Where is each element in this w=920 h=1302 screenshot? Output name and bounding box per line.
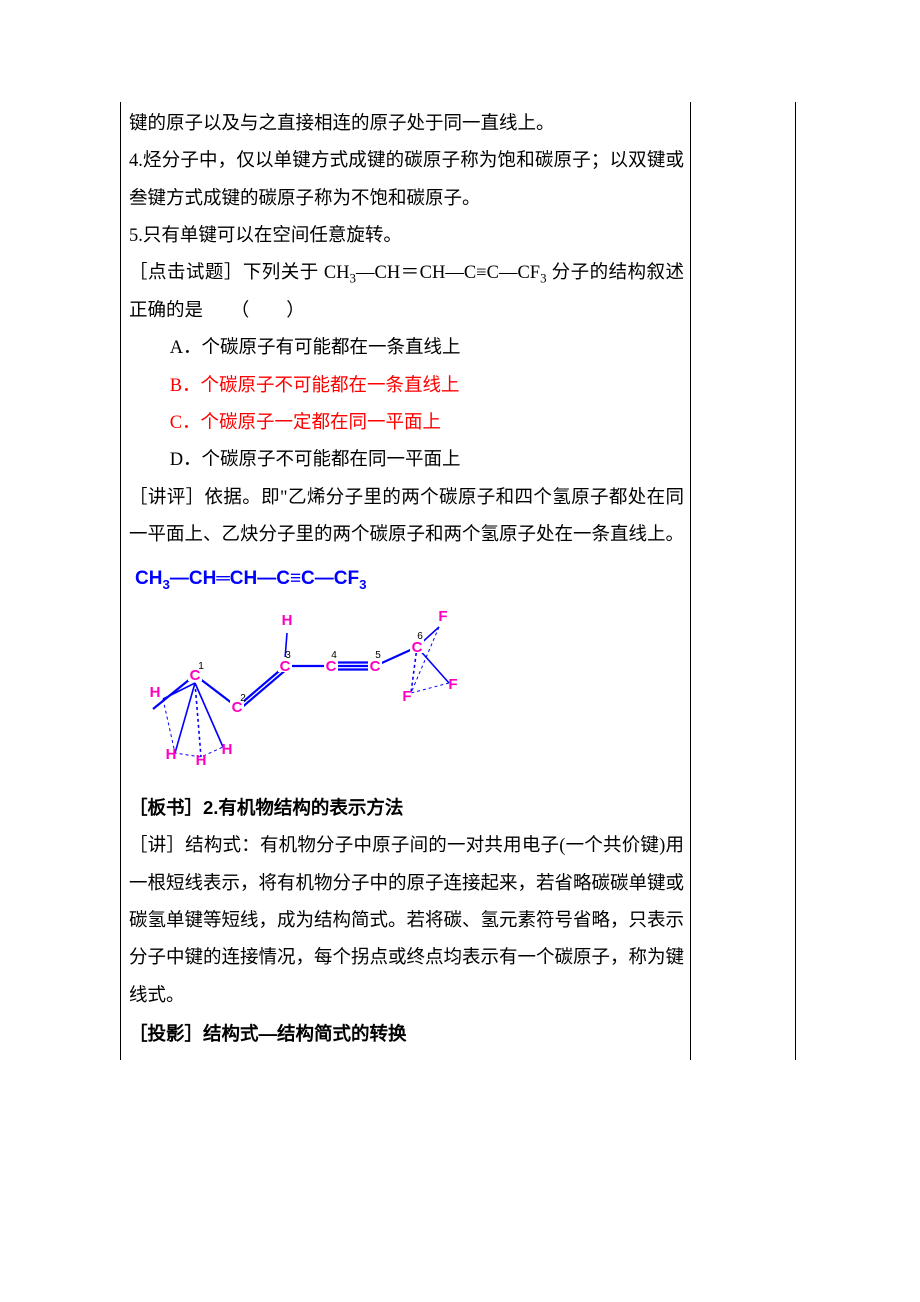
text-fragment: ［点击试题］下列关于 CH [129, 263, 350, 283]
page: 键的原子以及与之直接相连的原子处于同一直线上。 4.烃分子中，仅以单键方式成键的… [0, 0, 920, 1302]
main-column: 键的原子以及与之直接相连的原子处于同一直线上。 4.烃分子中，仅以单键方式成键的… [121, 102, 691, 1060]
bold-text: ［板书］2.有机物结构的表示方法 [129, 797, 403, 818]
svg-text:H: H [222, 741, 233, 758]
subscript: 3 [162, 577, 169, 592]
content-table: 键的原子以及与之直接相连的原子处于同一直线上。 4.烃分子中，仅以单键方式成键的… [120, 102, 796, 1060]
text-fragment: —CH＝CH—C≡C—CF [356, 263, 540, 283]
molecular-formula: CH3—CH═CH—C≡C—CF3 [129, 554, 684, 599]
question-stem: ［点击试题］下列关于 CH3—CH＝CH—C≡C—CF3 分子的结构叙述正确的是… [129, 255, 684, 330]
svg-text:H: H [196, 752, 207, 769]
svg-text:H: H [150, 684, 161, 701]
explanation-paragraph: ［讲评］依据。即"乙烯分子里的两个碳原子和四个氢原子都处在同一平面上、乙炔分子里… [129, 480, 684, 555]
svg-text:H: H [282, 612, 293, 629]
formula-part: C—CF [301, 568, 359, 589]
section-heading: ［投影］结构式—结构简式的转换 [129, 1015, 684, 1054]
subscript: 3 [359, 577, 366, 592]
molecule-diagram: C1C2C3C4C5C6HHHHHFFF [135, 599, 465, 781]
svg-text:6: 6 [417, 631, 423, 642]
option-a: A．个碳原子有可能都在一条直线上 [129, 330, 684, 367]
paragraph: 5.只有单键可以在空间任意旋转。 [129, 218, 684, 255]
svg-text:3: 3 [285, 650, 291, 661]
bold-text: ［投影］结构式—结构简式的转换 [129, 1023, 407, 1044]
svg-text:H: H [166, 746, 177, 763]
option-b: B．个碳原子不可能都在一条直线上 [129, 368, 684, 405]
formula-part: —CH [170, 568, 216, 589]
svg-text:5: 5 [375, 650, 381, 661]
paragraph: 4.烃分子中，仅以单键方式成键的碳原子称为饱和碳原子；以双键或叁键方式成键的碳原… [129, 143, 684, 218]
paragraph: 键的原子以及与之直接相连的原子处于同一直线上。 [129, 106, 684, 143]
paragraph: ［讲］结构式：有机物分子中原子间的一对共用电子(一个共价键)用一根短线表示，将有… [129, 828, 684, 1015]
svg-text:4: 4 [331, 650, 337, 661]
side-column [691, 102, 795, 1060]
svg-text:F: F [448, 676, 457, 693]
svg-text:F: F [438, 608, 447, 625]
formula-part: CH—C [230, 568, 290, 589]
svg-text:1: 1 [198, 661, 204, 672]
formula-part: CH [135, 568, 162, 589]
svg-text:F: F [402, 688, 411, 705]
option-c: C．个碳原子一定都在同一平面上 [129, 405, 684, 442]
svg-text:2: 2 [240, 693, 246, 704]
section-heading: ［板书］2.有机物结构的表示方法 [129, 789, 684, 828]
option-d: D．个碳原子不可能都在同一平面上 [129, 442, 684, 479]
